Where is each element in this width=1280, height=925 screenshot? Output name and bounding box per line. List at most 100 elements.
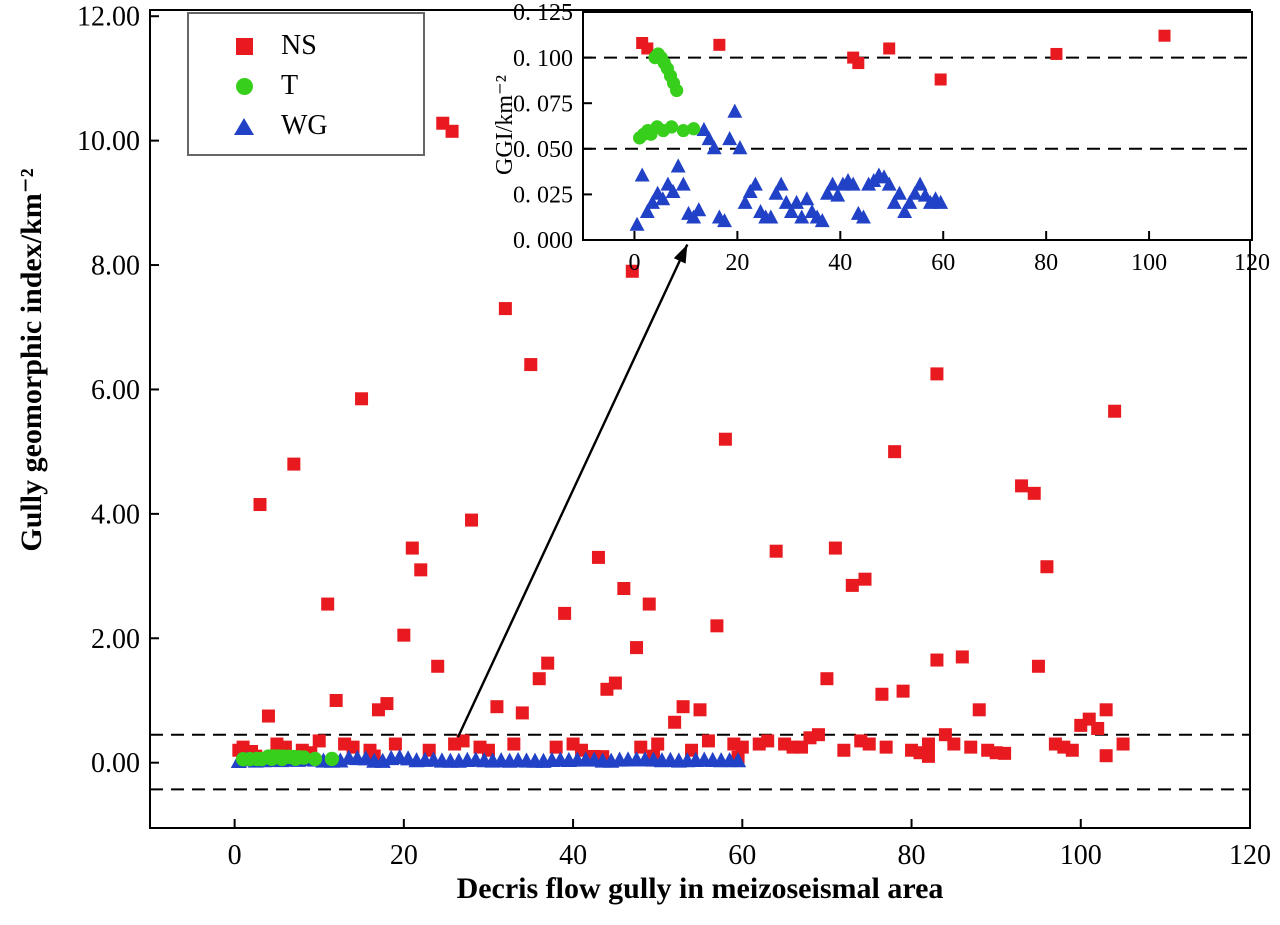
point-ns <box>862 737 876 751</box>
point-wg <box>696 121 712 136</box>
main-plot-y-tick-label: 2.00 <box>91 624 140 655</box>
legend-label-t: T <box>281 70 299 101</box>
t-circle-marker <box>235 77 253 95</box>
point-wg <box>665 183 681 198</box>
inset-plot-x-tick-label: 40 <box>828 250 852 276</box>
point-ns <box>769 544 783 558</box>
point-ns <box>710 619 724 633</box>
ns-square-marker <box>235 37 253 55</box>
point-wg <box>773 176 789 191</box>
point-t <box>324 751 340 767</box>
point-t <box>687 122 701 136</box>
legend-label-wg: WG <box>281 110 328 141</box>
point-wg <box>912 176 928 191</box>
point-wg <box>856 209 871 224</box>
point-ns <box>397 628 411 642</box>
point-t <box>274 751 290 767</box>
point-ns <box>1027 486 1041 500</box>
point-ns <box>634 740 648 754</box>
point-wg <box>737 194 753 209</box>
inset-plot-y-tick-label: 0. 075 <box>513 91 573 117</box>
point-wg <box>881 176 897 191</box>
inset-plot-frame <box>582 11 1253 241</box>
point-t <box>288 751 303 766</box>
point-ns <box>321 597 335 611</box>
point-wg <box>814 213 830 228</box>
point-ns <box>735 740 749 754</box>
point-wg <box>742 183 758 198</box>
main-plot-y-tick-label: 10.00 <box>77 126 140 157</box>
inset-plot: 0 20 40 60 80 100 120 0. 000 0. 025 0. 050 0. 075 0… <box>513 0 1270 276</box>
point-ns <box>1065 743 1079 757</box>
main-plot-x-tick-label: 20 <box>390 840 418 871</box>
point-ns <box>930 367 944 381</box>
point-wg <box>629 216 645 231</box>
inset-plot-x-tick-label: 60 <box>931 250 955 276</box>
point-t <box>307 751 323 767</box>
point-ns <box>448 737 462 751</box>
main-plot-y-tick-label: 0.00 <box>91 748 140 779</box>
point-wg <box>701 131 717 146</box>
ns-marker-cell <box>227 37 261 55</box>
point-ns <box>1074 718 1088 732</box>
main-plot-x-tick-label: 0 <box>228 840 242 871</box>
main-plot-frame <box>149 9 1251 829</box>
point-wg <box>686 209 702 224</box>
point-ns <box>685 743 699 757</box>
point-ns <box>955 650 969 664</box>
point-ns <box>287 457 301 471</box>
point-ns <box>947 737 961 751</box>
point-ns <box>930 653 944 667</box>
point-ns <box>1099 703 1113 717</box>
point-wg <box>732 140 748 155</box>
point-ns <box>355 392 369 406</box>
point-ns <box>617 582 631 596</box>
point-wg <box>794 209 810 224</box>
point-t <box>676 123 690 138</box>
zoom-arrow-head <box>673 244 688 264</box>
point-ns <box>481 743 495 757</box>
point-ns <box>312 734 326 748</box>
point-ns <box>1015 479 1029 493</box>
main-plot-points <box>230 9 1155 769</box>
point-wg <box>789 194 805 209</box>
main-plot-x-tick-label: 80 <box>898 840 926 871</box>
legend-item-t: T <box>227 66 423 106</box>
point-wg <box>783 204 799 219</box>
point-wg <box>655 191 671 206</box>
point-ns <box>888 445 902 459</box>
point-ns <box>1116 737 1130 751</box>
point-ns <box>642 597 656 611</box>
point-wg <box>897 204 913 219</box>
point-ns <box>600 682 614 696</box>
point-ns <box>625 264 639 278</box>
t-marker-cell <box>227 77 261 95</box>
point-ns <box>837 743 851 757</box>
point-ns <box>431 659 445 673</box>
legend-item-wg: WG <box>227 106 423 146</box>
y-axis-title: Gully geomorphic index/km⁻² <box>15 168 48 552</box>
point-ns <box>879 740 893 754</box>
point-wg <box>907 185 923 200</box>
inset-y-axis-title: GGI/km⁻² <box>492 75 518 175</box>
point-wg <box>778 194 794 209</box>
point-ns <box>515 706 529 720</box>
point-ns <box>371 703 385 717</box>
point-t <box>664 120 679 134</box>
point-ns <box>934 73 947 86</box>
point-ns <box>445 124 459 138</box>
point-wg <box>763 209 779 224</box>
point-wg <box>892 185 907 200</box>
point-wg <box>706 140 722 155</box>
point-ns <box>820 672 834 686</box>
point-t <box>264 751 279 766</box>
inset-plot-y-tick-label: 0. 125 <box>513 0 573 26</box>
point-ns <box>752 737 766 751</box>
point-wg <box>886 194 902 209</box>
point-ns <box>490 700 504 714</box>
point-ns <box>549 740 563 754</box>
inset-plot-y-tick-label: 0. 025 <box>513 183 573 209</box>
main-plot-x-tick-label: 60 <box>728 840 756 871</box>
